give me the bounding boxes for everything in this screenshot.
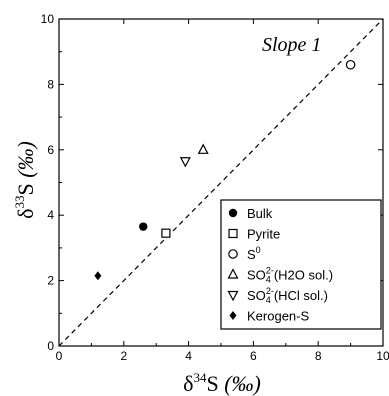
axis-ticks: 0 2 4 6 8 10 0 2 4 6 8 10: [41, 12, 389, 363]
legend-label: SO42-(HCl sol.): [247, 286, 328, 305]
y-axis-title: δ33S (‰): [12, 141, 38, 219]
y-tick-label: 8: [47, 77, 54, 91]
legend-label: S0: [247, 245, 261, 262]
y-tick-label: 0: [47, 339, 54, 353]
legend: Bulk Pyrite S0 SO42-(H2O sol.)SO42-(HCl sol…: [220, 199, 382, 330]
x-tick-label: 10: [376, 349, 389, 363]
y-tick-label: 2: [47, 274, 54, 288]
slope-1-reference-line-group: [58, 18, 384, 347]
legend-marker: [229, 311, 237, 320]
data-point-square-open: [161, 228, 171, 238]
legend-label: SO42-(H2O sol.): [247, 266, 333, 285]
y-tick-label: 4: [47, 208, 54, 222]
x-tick-label: 2: [120, 349, 127, 363]
data-point-triangle-down-open: [179, 157, 191, 168]
legend-marker: [227, 268, 239, 279]
legend-marker: [227, 290, 239, 302]
data-point-circle-open: [345, 59, 356, 70]
legend-marker: [228, 228, 238, 239]
legend-box: [220, 199, 382, 330]
x-axis-title: δ34S (‰): [183, 370, 261, 396]
slope-1-reference-line: [58, 18, 384, 347]
data-point-circle-filled: [139, 222, 148, 231]
x-tick-label: 0: [56, 349, 63, 363]
data-point-triangle-up-open: [197, 143, 209, 154]
y-tick-label: 10: [41, 12, 55, 26]
legend-label: Bulk: [247, 206, 273, 221]
data-point-diamond-filled: [94, 271, 102, 281]
x-tick-label: 6: [250, 349, 257, 363]
legend-label: Kerogen-S: [247, 309, 309, 324]
legend-marker: [228, 208, 238, 218]
data-points: [94, 59, 356, 281]
legend-marker: [228, 249, 238, 259]
y-tick-label: 6: [47, 143, 54, 157]
slope-annotation: Slope 1: [262, 34, 321, 56]
legend-label: Pyrite: [247, 227, 280, 242]
x-tick-label: 4: [185, 349, 192, 363]
x-tick-label: 8: [315, 349, 322, 363]
